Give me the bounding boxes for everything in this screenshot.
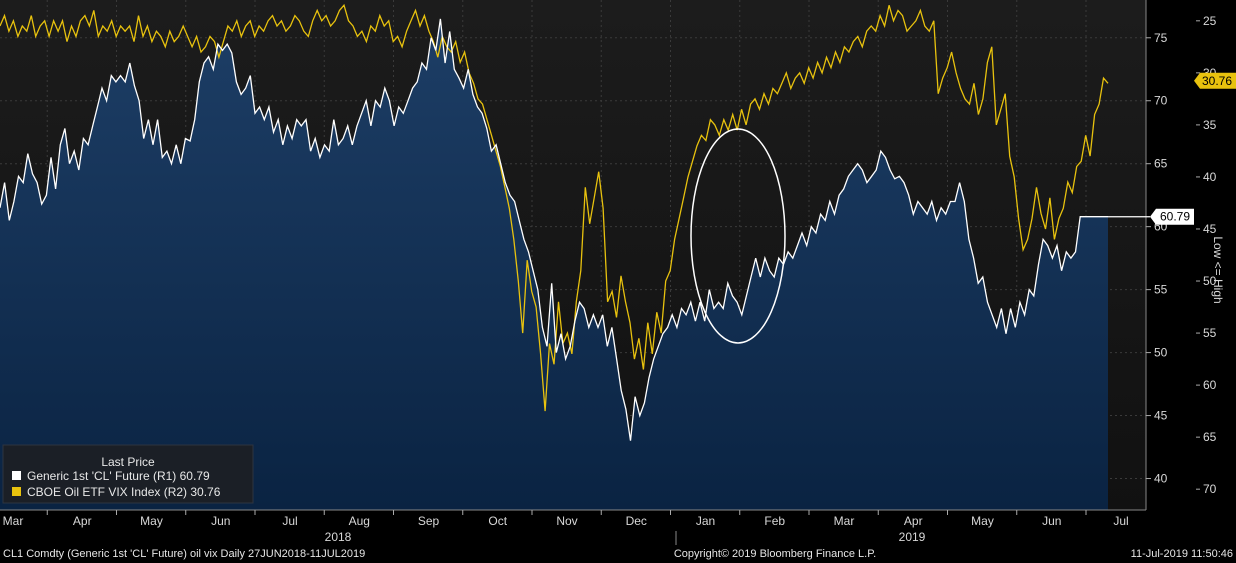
last-price-tags: 60.79 30.76 (1108, 72, 1236, 225)
r1-tick-label: 70 (1154, 94, 1168, 108)
cl-last-tag (1150, 208, 1194, 225)
footer-center: Copyright© 2019 Bloomberg Finance L.P. (674, 548, 876, 560)
vix-last-tag (1194, 72, 1236, 89)
footer-left: CL1 Comdty (Generic 1st 'CL' Future) oil… (3, 548, 365, 560)
x-tick-label: Oct (488, 514, 507, 528)
cl-last-value: 60.79 (1160, 210, 1190, 224)
r1-tick-label: 40 (1154, 472, 1168, 486)
r2-tick-label: 35 (1203, 118, 1217, 132)
r2-tick-label: 70 (1203, 482, 1217, 496)
x-tick-label: May (140, 514, 163, 528)
legend: Last Price Generic 1st 'CL' Future (R1) … (2, 444, 254, 504)
r1-tick-label: 65 (1154, 157, 1168, 171)
r1-tick-label: 50 (1154, 346, 1168, 360)
x-tick-label: Dec (626, 514, 647, 528)
vix-last-value: 30.76 (1202, 74, 1232, 88)
cl-area (0, 18, 1108, 511)
x-tick-label: Nov (556, 514, 577, 528)
x-tick-label: Mar (3, 514, 24, 528)
r2-tick-label: 55 (1203, 326, 1217, 340)
x-tick-label: Jul (1113, 514, 1128, 528)
x-tick-label: Jun (211, 514, 230, 528)
r2-tick-label: 65 (1203, 430, 1217, 444)
x-tick-label: Jan (696, 514, 715, 528)
r1-tick-label: 55 (1154, 283, 1168, 297)
r2-tick-label: 40 (1203, 170, 1217, 184)
vix-series-line (0, 3, 1109, 412)
x-tick-label: Feb (764, 514, 785, 528)
footer-right: 11-Jul-2019 11:50:46 (1131, 548, 1233, 560)
x-tick-label: Sep (418, 514, 440, 528)
x-tick-label: Aug (349, 514, 370, 528)
x-tick-label: Apr (904, 514, 923, 528)
r2-tick-label: 25 (1203, 14, 1217, 28)
x-tick-label: Apr (73, 514, 92, 528)
r1-tick-label: 75 (1154, 31, 1168, 45)
legend-title: Last Price (101, 455, 155, 469)
r2-tick-label: 60 (1203, 378, 1217, 392)
r2-axis: 25303540455055606570 (1196, 14, 1217, 496)
r2-tick-label: 45 (1203, 222, 1217, 236)
legend-swatch-vix (12, 487, 21, 496)
r1-tick-label: 45 (1154, 409, 1168, 423)
legend-entry-vix: CBOE Oil ETF VIX Index (R2) 30.76 (27, 485, 221, 499)
year-label: 2018 (325, 530, 352, 544)
x-tick-label: May (971, 514, 994, 528)
legend-entry-cl: Generic 1st 'CL' Future (R1) 60.79 (27, 469, 210, 483)
x-tick-label: Jun (1042, 514, 1061, 528)
x-axis: Mar Apr May Jun Jul Aug Sep Oct Nov Dec Jan Feb Mar A… (3, 510, 1129, 545)
x-tick-label: Mar (834, 514, 855, 528)
annotation-circle (690, 128, 786, 344)
x-tick-label: Jul (282, 514, 297, 528)
r2-axis-label: Low <= High (1211, 236, 1225, 303)
legend-swatch-cl (12, 471, 21, 480)
r2-tick-label: 50 (1203, 274, 1217, 288)
cl-series-line (0, 18, 1108, 441)
year-label: 2019 (899, 530, 926, 544)
legend-box (2, 444, 254, 504)
